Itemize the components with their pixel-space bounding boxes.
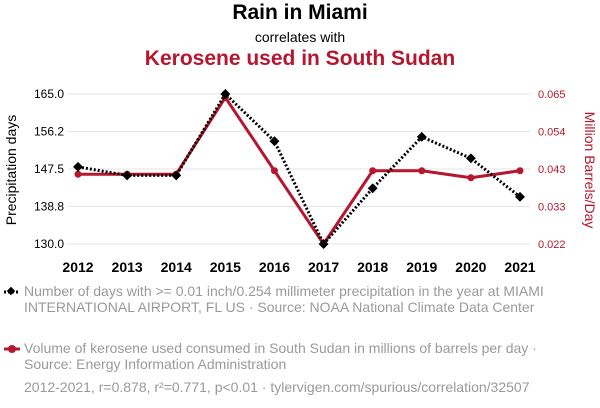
series1-point <box>220 89 231 99</box>
y-left-tick-label: 138.8 <box>34 200 64 214</box>
line-chart: 165.0 156.2 147.5 138.8 130.0 0.065 0.054 0.04… <box>3 87 598 275</box>
x-tick-label: 2021 <box>504 259 535 275</box>
y-right-tick-label: 0.033 <box>538 202 566 214</box>
y-right-tick-label: 0.043 <box>538 164 566 176</box>
series1-point <box>465 153 476 164</box>
x-tick-label: 2020 <box>455 259 486 275</box>
x-tick-label: 2018 <box>357 259 388 275</box>
x-axis-ticks: 2012 2013 2014 2015 2016 2017 2018 2019 2020 2021 <box>62 259 535 275</box>
series1-point <box>318 239 329 249</box>
series-layer <box>73 89 525 249</box>
series2-line <box>78 95 521 246</box>
x-tick-label: 2017 <box>308 259 339 275</box>
series2-point <box>516 167 524 175</box>
y-axis-left-label: Precipitation days <box>3 115 19 226</box>
series2-point <box>418 167 426 175</box>
series2-point <box>467 174 475 182</box>
series2-point <box>74 170 82 178</box>
footer-stats: 2012-2021, r=0.878, r²=0.771, p<0.01 · t… <box>24 379 530 395</box>
y-left-tick-label: 165.0 <box>34 87 64 101</box>
series1-point <box>416 131 427 142</box>
x-tick-label: 2019 <box>406 259 437 275</box>
series1-point <box>367 183 378 194</box>
x-tick-label: 2014 <box>161 259 192 275</box>
y-right-tick-label: 0.054 <box>538 127 566 139</box>
y-left-tick-label: 130.0 <box>34 237 64 251</box>
y-left-tick-label: 147.5 <box>34 162 64 176</box>
y-right-tick-label: 0.065 <box>538 89 566 101</box>
chart-subtitle: correlates with <box>254 29 346 45</box>
x-tick-label: 2013 <box>112 259 143 275</box>
y-axis-right-ticks: 0.065 0.054 0.043 0.033 0.022 <box>538 89 566 251</box>
series1-point <box>269 136 280 147</box>
series1-point <box>122 170 133 181</box>
series1-line <box>77 91 521 247</box>
y-left-tick-label: 156.2 <box>34 125 64 139</box>
series2-point <box>369 167 377 175</box>
series2-point <box>270 167 278 175</box>
series1-point <box>73 161 83 172</box>
legend-swatch-series1 <box>4 286 20 296</box>
y-axis-right-label: Million Barrels/Day <box>582 112 598 229</box>
x-tick-label: 2015 <box>210 259 241 275</box>
x-tick-label: 2012 <box>62 259 93 275</box>
chart-title: Rain in Miami <box>232 1 368 24</box>
legend-swatch-series2 <box>4 345 20 353</box>
series1-point <box>515 191 525 202</box>
chart-title-secondary: Kerosene used in South Sudan <box>144 47 456 70</box>
legend-text-series2: Volume of kerosene used consumed in Sout… <box>24 340 537 372</box>
y-axis-left-ticks: 165.0 156.2 147.5 138.8 130.0 <box>34 87 64 251</box>
legend-text-series1: Number of days with >= 0.01 inch/0.254 m… <box>24 283 544 315</box>
y-right-tick-label: 0.022 <box>538 239 566 251</box>
grid-lines <box>68 93 530 245</box>
x-tick-label: 2016 <box>259 259 290 275</box>
series1-point <box>171 170 182 181</box>
